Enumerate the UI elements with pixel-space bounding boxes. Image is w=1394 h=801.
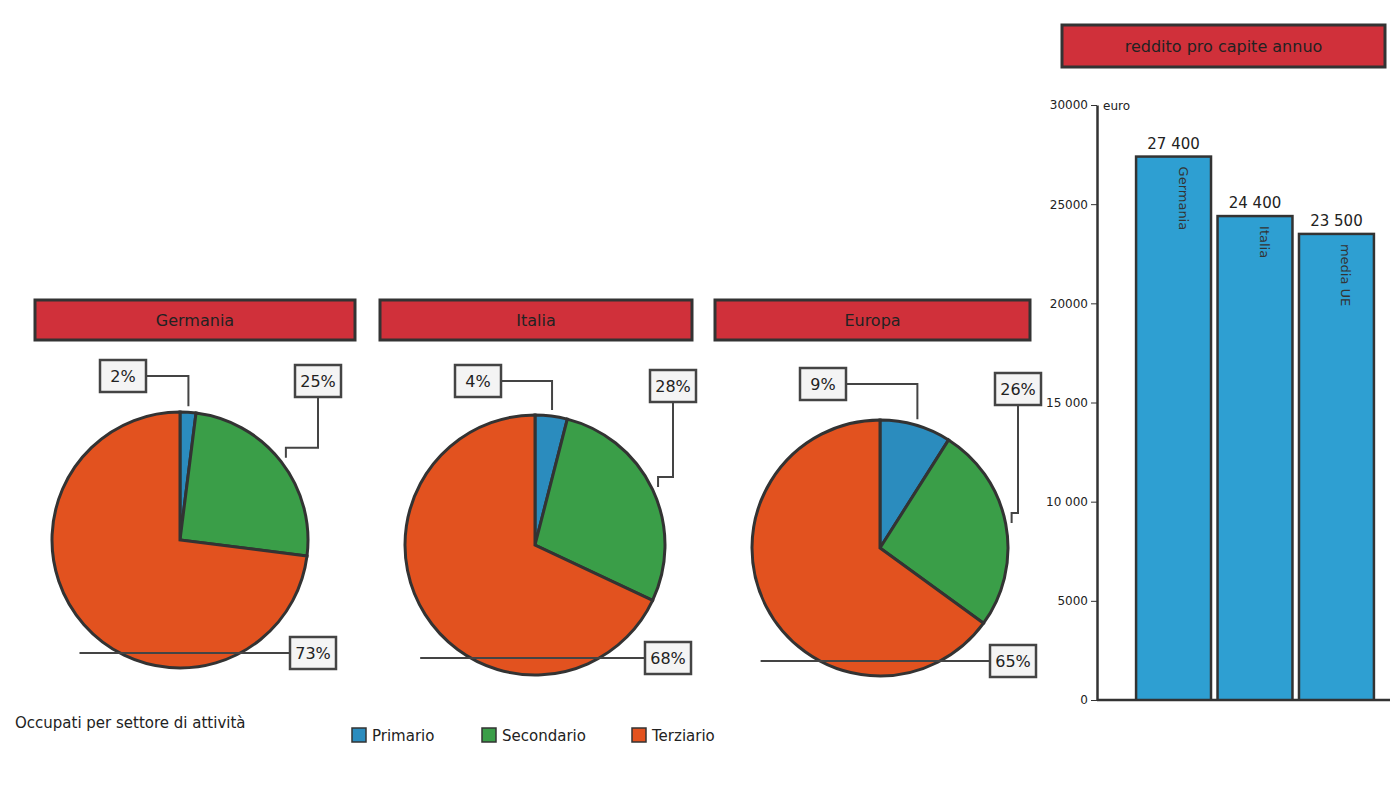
label-arrow [1012,405,1018,523]
title-bar [380,300,692,340]
title-bar [715,300,1030,340]
label-box [290,637,336,669]
legend: Occupati per settore di attività Primario… [15,714,715,745]
tick-mark [1091,204,1097,205]
data-label: 23 500 [1310,212,1363,230]
pie-chart: Italia PrimarioSecondarioTerziario 4% 28% 68… [380,300,696,675]
label-arrow [146,376,188,406]
y-axis: 0 5000 10 000 15 000 20000 25000 30000 [1046,98,1098,707]
data-label: 26% [1000,380,1036,399]
label-arrow [846,384,917,419]
legend-swatch [632,728,646,742]
y-axis-label: euro [1103,99,1130,113]
label-arrow [420,657,645,659]
bar-texts: Germania Italia media UE 27 400 24 400 23 500 [1147,135,1362,307]
data-label: 9% [810,375,835,394]
data-label: 27 400 [1147,135,1200,153]
tick-mark [1091,700,1097,701]
pie-slice: Secondario [180,413,308,556]
label-box [645,642,691,674]
title-bar [35,300,355,340]
category-label: Germania [1176,167,1191,231]
tick-label: 15 000 [1046,396,1088,410]
label-box [800,368,846,400]
bar [1299,234,1374,700]
tick-mark [1091,105,1097,106]
pie-slice: Terziario [405,415,653,675]
legend-item: Terziario [632,727,715,745]
tick-mark [1091,601,1097,602]
tick-label: 10 000 [1046,495,1088,509]
label-arrow [501,381,552,410]
label-arrow [658,402,673,487]
legend-item: Primario [352,727,434,745]
category-label: media UE [1338,244,1353,306]
pie-slices: PrimarioSecondarioTerziario [752,420,1008,676]
legend-label: Secondario [502,727,586,745]
label-arrow [79,652,290,654]
tick-label: 30000 [1050,98,1088,112]
pie-slices: PrimarioSecondarioTerziario [52,412,308,668]
pie-chart: Europa PrimarioSecondarioTerziario 9% 26% 65… [715,300,1041,677]
pie-chart: Germania PrimarioSecondarioTerziario 2% 25%… [35,300,355,669]
tick-label: 20000 [1050,297,1088,311]
chart-title: Italia [516,311,556,330]
tick: 30000 [1050,98,1097,112]
tick: 25000 [1050,198,1097,212]
data-label: 2% [110,367,135,386]
data-label: 65% [995,652,1031,671]
legend-title: Occupati per settore di attività [15,714,246,732]
chart-title: Europa [844,311,900,330]
tick-label: 25000 [1050,198,1088,212]
legend-label: Primario [372,727,434,745]
label-box [650,370,696,402]
tick: 5000 [1057,594,1097,608]
pie-slice: Terziario [752,420,984,676]
tick-mark [1091,303,1097,304]
legend-swatch [352,728,366,742]
tick: 15 000 [1046,396,1097,410]
bar-chart: reddito pro capite annuo 0 5000 10 000 15 00… [1046,25,1390,707]
data-label: 73% [295,644,331,663]
title-bar [1062,25,1385,67]
tick-label: 5000 [1057,594,1088,608]
label-box [100,360,146,392]
data-label: 4% [465,372,490,391]
tick-mark [1091,502,1097,503]
tick: 0 [1080,693,1097,707]
bars [1136,157,1374,700]
pie-slice: Terziario [52,412,307,668]
chart-title: Germania [156,311,234,330]
label-box [455,365,501,397]
legend-swatch [482,728,496,742]
bar [1218,216,1293,700]
legend-label: Terziario [651,727,715,745]
tick-label: 0 [1080,693,1088,707]
tick-mark [1091,403,1097,404]
bar [1136,157,1211,700]
label-box [990,645,1036,677]
data-label: 68% [650,649,686,668]
data-label: 25% [300,372,336,391]
category-label: Italia [1257,226,1272,258]
label-box [295,365,341,397]
data-label: 28% [655,377,691,396]
legend-item: Secondario [482,727,586,745]
tick: 10 000 [1046,495,1097,509]
data-label: 24 400 [1229,194,1282,212]
label-arrow [286,397,318,458]
tick: 20000 [1050,297,1097,311]
chart-title: reddito pro capite annuo [1125,37,1323,56]
pie-slices: PrimarioSecondarioTerziario [405,415,665,675]
label-arrow [761,660,990,662]
label-box [995,373,1041,405]
